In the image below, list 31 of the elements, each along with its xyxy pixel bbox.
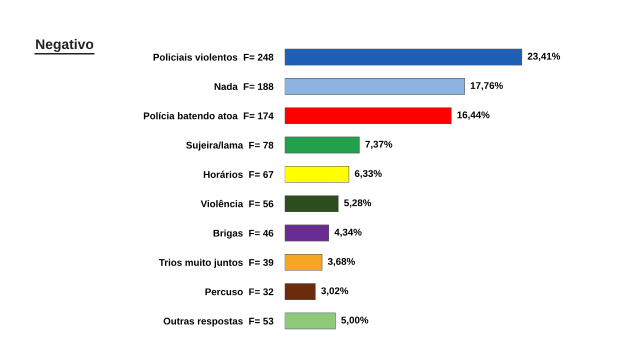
data-label: 4,34% — [334, 228, 362, 237]
data-label: 5,28% — [344, 199, 372, 208]
bar — [284, 107, 452, 124]
y-tick-label: Polícia batendo atoa F= 174 — [144, 112, 274, 120]
y-tick-label: Nada F= 188 — [214, 82, 274, 90]
data-label: 6,33% — [354, 170, 382, 178]
bar — [284, 166, 350, 183]
bar — [284, 48, 522, 66]
data-label: 16,44% — [457, 111, 490, 120]
y-tick-label: Outras respostas F= 53 — [164, 318, 274, 326]
y-tick-label: Percuso F= 32 — [205, 288, 274, 296]
bar — [284, 224, 330, 242]
bar — [284, 254, 322, 271]
y-tick-label: Violência F= 56 — [200, 200, 274, 208]
bar — [284, 195, 339, 212]
y-tick-label: Policiais violentos F= 248 — [154, 54, 274, 61]
bar — [284, 136, 360, 154]
data-label: 7,37% — [365, 140, 392, 150]
bar — [284, 312, 336, 330]
y-tick-label: Trios muito juntos F= 39 — [159, 258, 274, 268]
data-label: 17,76% — [470, 82, 503, 90]
bar — [284, 78, 465, 95]
y-tick-label: Horários F= 67 — [204, 170, 274, 178]
y-tick-label: Sujeira/lama F= 78 — [186, 142, 274, 151]
data-label: 3,02% — [321, 287, 348, 296]
data-label: 23,41% — [528, 52, 560, 62]
data-label: 5,00% — [341, 316, 368, 325]
bar — [284, 283, 316, 300]
data-label: 3,68% — [328, 258, 355, 266]
text: Negativo — [36, 38, 94, 52]
y-tick-label: Brigas F= 46 — [214, 229, 274, 239]
